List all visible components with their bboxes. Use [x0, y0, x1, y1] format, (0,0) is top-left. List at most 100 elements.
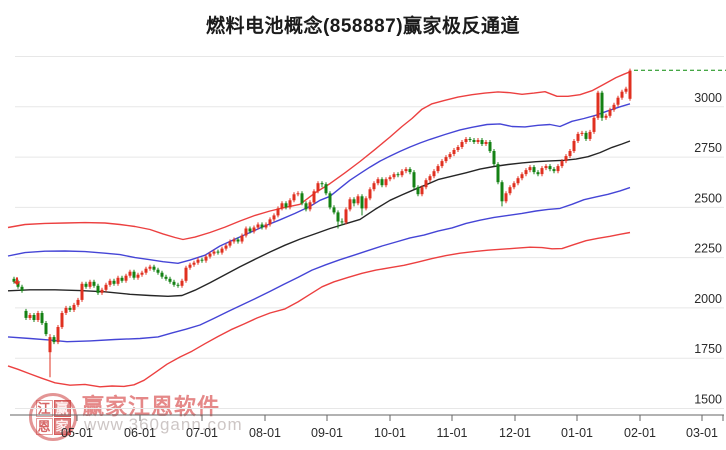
candle-body	[52, 337, 56, 343]
candle-body	[180, 280, 184, 286]
candle-body	[148, 266, 152, 269]
candle-body	[276, 208, 280, 216]
candle-body	[228, 241, 232, 246]
x-tick-label: 06-01	[124, 426, 156, 440]
candle-body	[512, 183, 516, 188]
y-tick-label: 1750	[694, 342, 722, 356]
candle-body	[408, 169, 412, 173]
candle-body	[536, 172, 540, 175]
candle-body	[272, 215, 276, 220]
candle-body	[500, 182, 504, 202]
candle-body	[620, 91, 624, 98]
candle-body	[572, 141, 576, 152]
candle-body	[388, 177, 392, 180]
candle-body	[64, 307, 68, 313]
candle-body	[184, 267, 188, 281]
candle-body	[68, 307, 72, 310]
candle-body	[248, 228, 252, 232]
candle-body	[112, 280, 116, 284]
candle-body	[340, 221, 344, 223]
candle-body	[172, 281, 176, 285]
candle-body	[432, 171, 436, 177]
channel-line-red-lower	[7, 231, 631, 388]
x-tick-label: 11-01	[436, 426, 467, 440]
candle-body	[360, 196, 364, 209]
candle-body	[92, 281, 96, 286]
candle-body	[244, 228, 248, 236]
candle-body	[36, 313, 40, 320]
candle-body	[256, 224, 260, 228]
seal-char: 家	[53, 417, 71, 435]
x-tick-label: 12-01	[499, 426, 531, 440]
candle-body	[24, 310, 28, 318]
candle-body	[608, 109, 612, 116]
candle-body	[580, 132, 584, 134]
candle-body	[452, 150, 456, 154]
candle-body	[368, 189, 372, 199]
candle-body	[324, 184, 328, 194]
candle-body	[436, 166, 440, 172]
candle-body	[588, 131, 592, 139]
candle-body	[252, 227, 256, 232]
x-tick-label: 09-01	[311, 426, 343, 440]
candle-body	[32, 315, 36, 320]
candle-body	[260, 224, 264, 228]
candle-body	[116, 277, 120, 284]
x-tick-label: 01-01	[561, 426, 593, 440]
channel-line-black-mid	[7, 140, 631, 297]
candle-body	[320, 183, 324, 185]
candle-body	[264, 224, 268, 228]
candle-body	[540, 168, 544, 175]
candle-body	[404, 169, 408, 172]
candle-body	[12, 278, 16, 282]
candle-body	[280, 203, 284, 209]
y-tick-label: 2500	[694, 191, 722, 205]
candle-body	[196, 259, 200, 263]
candle-body	[576, 133, 580, 141]
candle-body	[224, 245, 228, 249]
candle-body	[220, 248, 224, 253]
x-tick-label: 03-01	[686, 426, 718, 440]
candle-body	[60, 313, 64, 328]
candle-body	[124, 275, 128, 281]
candle-body	[612, 104, 616, 110]
y-tick-label: 2750	[694, 141, 722, 155]
candle-body	[352, 199, 356, 204]
candle-body	[72, 304, 76, 310]
candle-body	[568, 151, 572, 156]
candle-body	[484, 142, 488, 144]
candle-body	[56, 327, 60, 343]
candle-body	[392, 174, 396, 178]
seal-char: 恩	[35, 417, 53, 435]
candle-body	[364, 198, 368, 209]
candle-body	[480, 140, 484, 144]
candle-body	[160, 272, 164, 277]
candle-body	[76, 299, 80, 305]
candle-body	[296, 193, 300, 195]
candle-body	[20, 286, 24, 291]
x-tick-label: 07-01	[186, 426, 218, 440]
candle-body	[332, 207, 336, 213]
candle-body	[304, 203, 308, 210]
candle-body	[372, 183, 376, 190]
candle-body	[448, 154, 452, 158]
candle-body	[396, 174, 400, 176]
y-tick-label: 1500	[694, 393, 722, 407]
candle-body	[40, 313, 44, 324]
candle-body	[516, 178, 520, 184]
channel-line-red-upper	[7, 70, 632, 241]
channel-bands-layer	[7, 70, 632, 388]
candle-body	[48, 337, 52, 353]
watermark-seal-logo: 江 赢 恩 家	[29, 393, 77, 441]
candle-body	[188, 264, 192, 268]
candle-body	[208, 253, 212, 257]
candle-body	[144, 268, 148, 273]
arrow-head	[13, 281, 21, 286]
candle-body	[604, 115, 608, 118]
candle-body	[136, 274, 140, 278]
candle-body	[472, 140, 476, 142]
y-axis-labels: 1500 1750 2000 2250 2500 2750 3000	[694, 91, 722, 407]
candle-body	[268, 219, 272, 225]
